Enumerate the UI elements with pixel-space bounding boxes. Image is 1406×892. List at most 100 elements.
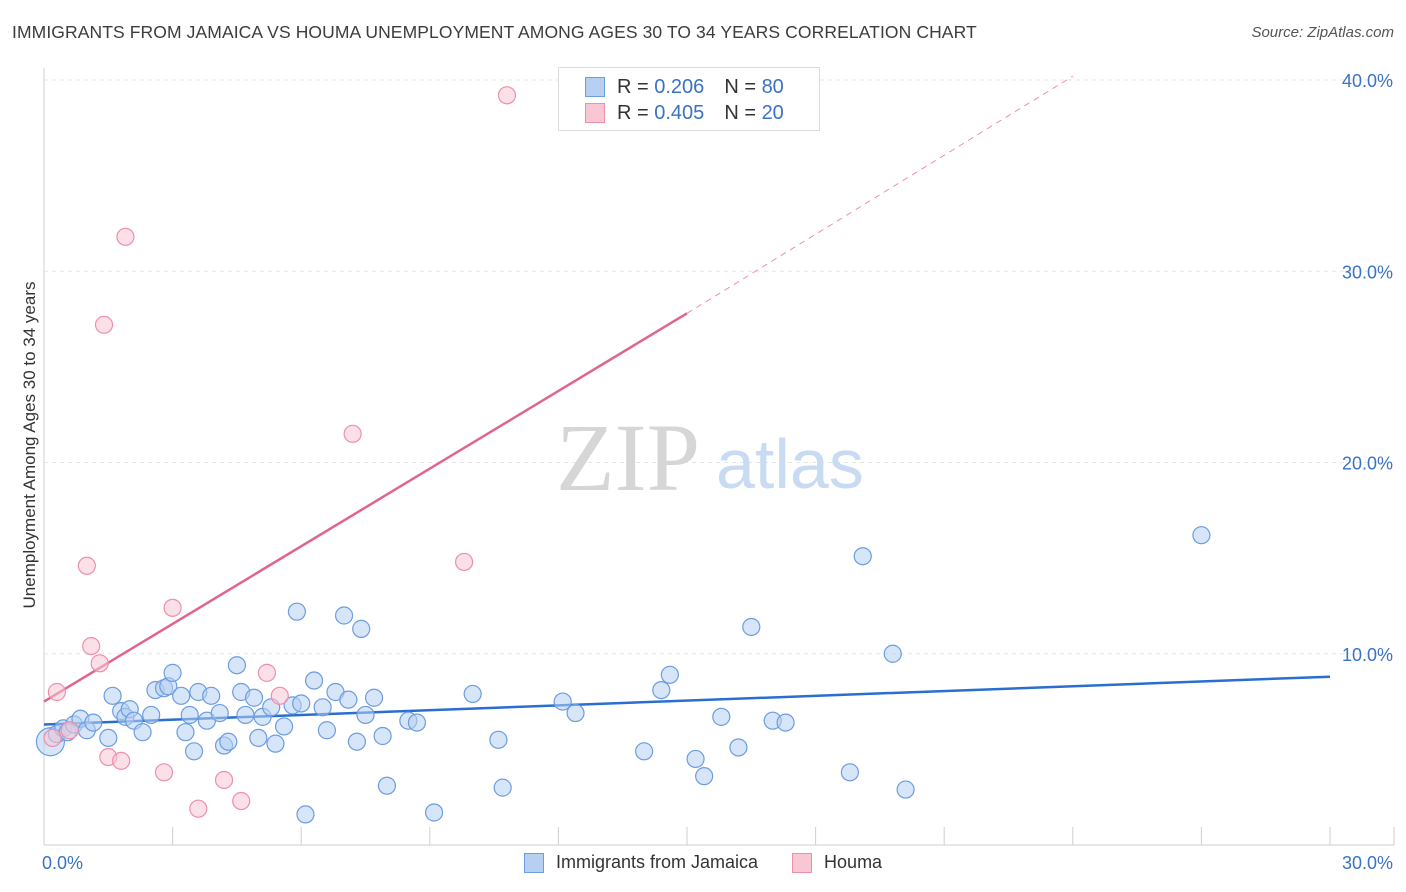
point-jamaica [840,763,859,782]
point-jamaica [180,705,199,725]
legend-n-value: 20 [761,101,784,124]
point-jamaica [686,749,705,769]
legend-swatch-blue [524,852,544,873]
point-jamaica [176,723,195,742]
point-jamaica [566,703,585,723]
tick-labels: 10.0% 20.0% 30.0% 40.0% 0.0% 30.0% [42,71,1393,873]
point-jamaica [163,663,182,682]
point-jamaica [219,732,238,751]
y-tick-label: 20.0% [1342,454,1393,474]
point-houma [77,556,96,575]
legend-r-value: 0.206 [654,75,705,98]
legend-r-label: R = [617,101,649,124]
trend-line-houma [43,312,688,703]
watermark: ZIP atlas [556,404,864,511]
point-jamaica [313,698,332,717]
point-jamaica [635,742,654,761]
point-jamaica [652,680,671,700]
y-tick-label: 30.0% [1342,262,1393,282]
legend-r-value: 0.405 [654,101,705,124]
y-axis-label: Unemployment Among Ages 30 to 34 years [20,281,39,609]
point-jamaica [334,606,354,625]
point-houma [163,598,182,617]
point-jamaica [172,686,191,705]
point-jamaica [776,713,795,732]
point-jamaica [339,690,358,709]
point-jamaica [347,732,367,751]
legend-n-label: N = [724,101,756,124]
point-jamaica [352,619,371,638]
point-jamaica [304,671,324,690]
point-houma [94,315,114,334]
x-tick-label: 0.0% [42,853,83,873]
point-jamaica [274,717,294,736]
point-jamaica [489,730,508,749]
grid [44,79,1394,655]
legend-swatch-pink [792,852,813,873]
legend-r-label: R = [617,75,649,98]
series-legend: Immigrants from Jamaica Houma [524,852,916,873]
y-tick-label: 10.0% [1342,645,1393,665]
point-houma [47,682,66,702]
point-houma [343,424,362,443]
point-jamaica [1192,526,1211,545]
legend-series-name: Immigrants from Jamaica [556,852,759,872]
point-houma [112,751,131,770]
point-houma [214,770,234,790]
point-jamaica [407,713,427,732]
point-houma [257,663,277,682]
legend-swatch-pink [585,103,605,123]
point-houma [189,799,208,818]
point-jamaica [493,778,512,797]
point-jamaica [883,644,902,663]
point-jamaica [712,707,731,726]
point-jamaica [695,767,714,786]
legend-swatch-blue [585,77,605,97]
source-note: Source: ZipAtlas.com [1251,24,1394,41]
point-jamaica [742,617,761,637]
axes [43,68,1395,846]
trend-line-houma-extension [686,75,1074,314]
point-jamaica [103,686,122,705]
legend-item-houma[interactable]: Houma [792,852,882,873]
point-jamaica [287,602,307,621]
legend-row-jamaica: R = 0.206 N = 80 [585,75,784,99]
point-jamaica [377,776,397,795]
point-houma [43,728,62,748]
legend-series-name: Houma [824,852,883,872]
legend-row-houma: R = 0.405 N = 20 [585,101,784,125]
watermark-zip: ZIP [556,404,700,511]
correlation-legend: R = 0.206 N = 80 R = 0.405 N = 20 [558,67,820,131]
point-houma [454,552,474,572]
point-houma [116,227,135,246]
legend-n-value: 80 [761,75,784,98]
point-jamaica [373,726,392,746]
point-jamaica [133,723,152,742]
point-jamaica [553,692,572,711]
point-jamaica [249,728,268,748]
point-jamaica [202,686,221,705]
point-houma [154,763,174,782]
point-jamaica [364,688,384,707]
legend-n-label: N = [724,75,756,98]
data-points [35,86,1211,824]
trend-lines [43,75,1331,726]
point-jamaica [236,705,255,725]
point-jamaica [729,738,748,757]
y-tick-label: 40.0% [1342,71,1393,91]
point-houma [270,686,289,705]
x-tick-label: 30.0% [1342,853,1393,873]
point-jamaica [210,703,229,723]
legend-item-jamaica[interactable]: Immigrants from Jamaica [524,852,758,873]
point-houma [82,636,101,656]
point-jamaica [896,780,915,799]
point-jamaica [244,688,264,707]
watermark-atlas: atlas [716,425,864,503]
point-jamaica [424,803,444,822]
point-jamaica [356,705,375,725]
point-jamaica [142,705,161,725]
point-jamaica [184,742,204,761]
point-jamaica [317,721,337,740]
point-houma [497,86,517,105]
